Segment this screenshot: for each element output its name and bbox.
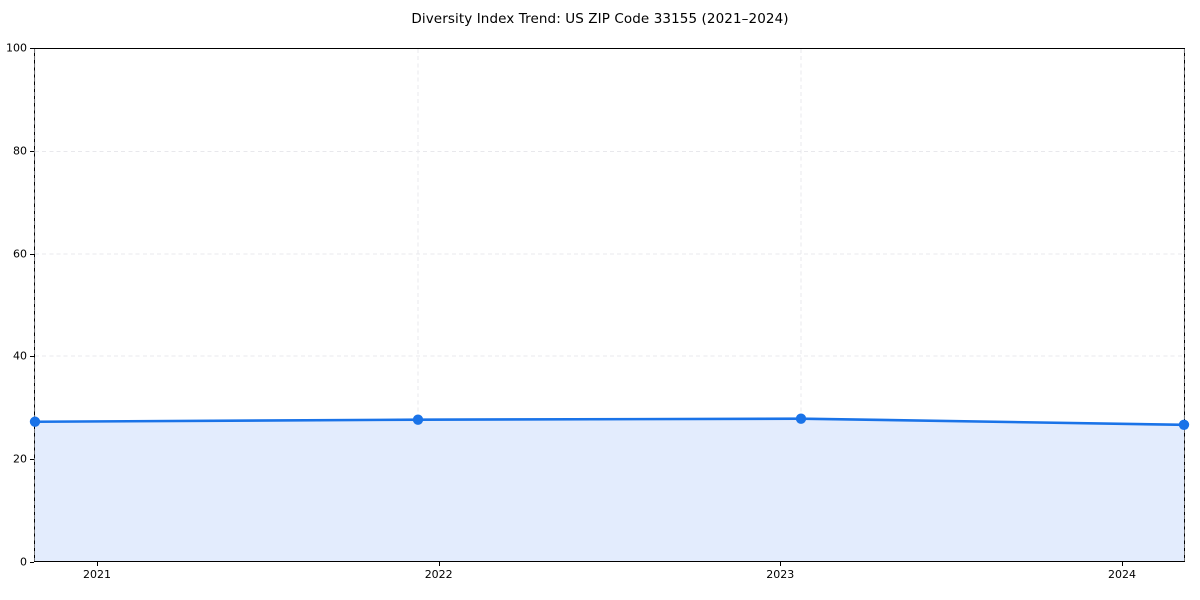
- y-tick-mark: [30, 356, 34, 358]
- y-tick-mark: [30, 459, 34, 461]
- data-point-marker: [795, 413, 807, 424]
- data-point-marker: [29, 416, 41, 427]
- y-tick-mark: [30, 253, 34, 255]
- y-axis-tick-labels: 100 80 60 40 20 0: [0, 0, 27, 600]
- y-tick-mark: [30, 48, 34, 49]
- x-tick-mark: [780, 562, 782, 566]
- data-point-marker: [412, 414, 424, 425]
- x-tick-mark: [97, 562, 98, 566]
- y-tick-label: 40: [13, 349, 27, 363]
- y-tick-mark: [30, 562, 34, 563]
- x-tick-label: 2021: [83, 568, 111, 581]
- x-tick-label: 2023: [766, 568, 795, 581]
- series-line: [33, 417, 1186, 427]
- y-tick-label: 20: [13, 452, 27, 466]
- data-point-marker: [1178, 419, 1190, 430]
- x-tick-mark: [1122, 562, 1123, 566]
- y-tick-label: 80: [13, 144, 27, 158]
- y-tick-label: 0: [20, 555, 27, 569]
- data-series-layer: [29, 413, 1190, 561]
- x-tick-label: 2022: [424, 568, 453, 581]
- y-tick-label: 100: [6, 41, 27, 55]
- series-markers: [29, 413, 1190, 430]
- x-tick-mark: [438, 562, 440, 566]
- x-tick-label: 2024: [1108, 568, 1136, 581]
- plot-area: [29, 48, 1190, 562]
- series-area-fill: [35, 418, 1184, 561]
- chart-title: Diversity Index Trend: US ZIP Code 33155…: [411, 11, 789, 27]
- y-tick-mark: [30, 150, 34, 152]
- y-tick-label: 60: [13, 247, 27, 261]
